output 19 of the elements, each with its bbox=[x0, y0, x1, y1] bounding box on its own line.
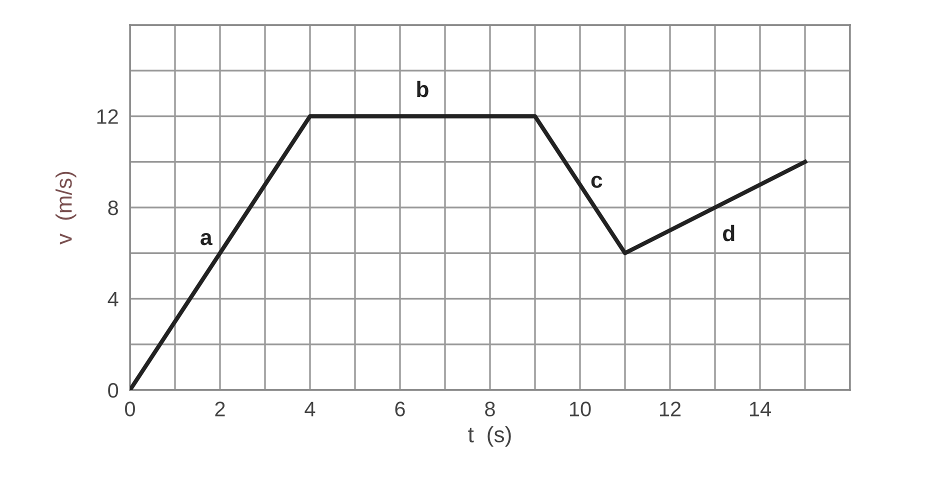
y-tick-label: 4 bbox=[108, 292, 118, 306]
annotation: c bbox=[591, 176, 602, 188]
annotation: d bbox=[723, 224, 734, 242]
annotation: a bbox=[200, 233, 212, 246]
x-axis-title: t (s) bbox=[468, 426, 511, 447]
x-tick-label: 8 bbox=[485, 402, 495, 416]
line-series bbox=[130, 114, 808, 390]
x-tick-label: 6 bbox=[395, 402, 405, 416]
annotation: b bbox=[417, 80, 428, 98]
x-tick-label: 12 bbox=[660, 402, 681, 416]
y-tick-label: 0 bbox=[108, 383, 118, 398]
y-tick-label: 8 bbox=[108, 200, 118, 216]
y-axis-title: v (m/s) bbox=[56, 172, 76, 244]
x-tick-label: 14 bbox=[750, 402, 771, 416]
x-tick-label: 2 bbox=[215, 402, 225, 416]
x-tick-label: 4 bbox=[304, 402, 316, 416]
y-tick-label: 12 bbox=[97, 109, 118, 124]
x-tick-label: 0 bbox=[125, 402, 135, 416]
x-tick-label: 10 bbox=[570, 402, 591, 416]
